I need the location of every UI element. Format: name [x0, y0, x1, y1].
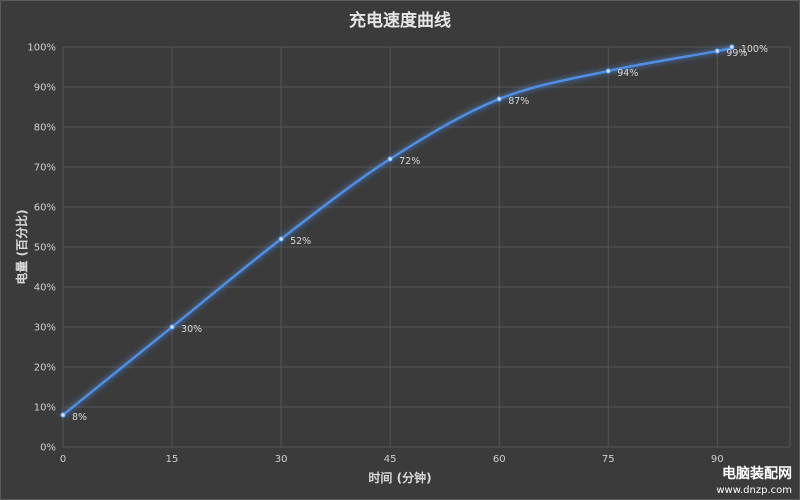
y-tick-label: 0%	[40, 443, 56, 454]
grid	[62, 46, 791, 448]
x-axis-title: 时间 (分钟)	[368, 470, 431, 485]
y-axis-ticks: 0% 10% 20% 30% 40% 50% 60% 70% 80% 90% 100%	[27, 43, 56, 454]
data-labels: 8% 30% 52% 72% 87% 94% 99%100%	[72, 44, 768, 423]
watermark-url: www.dnzp.com	[716, 485, 792, 496]
y-tick-label: 50%	[34, 243, 56, 254]
data-label: 30%	[181, 324, 202, 335]
series-line	[61, 45, 734, 417]
data-point	[605, 68, 611, 74]
data-point	[714, 48, 720, 54]
series	[60, 44, 735, 418]
data-label: 99%	[726, 48, 747, 59]
data-label: 52%	[290, 236, 311, 247]
x-tick-label: 0	[60, 454, 66, 465]
x-tick-label: 60	[493, 454, 506, 465]
y-tick-label: 90%	[34, 83, 56, 94]
y-tick-label: 10%	[34, 403, 56, 414]
x-tick-label: 15	[166, 454, 179, 465]
x-tick-label: 30	[275, 454, 288, 465]
data-point	[60, 412, 66, 418]
data-label: 94%	[617, 68, 638, 79]
y-tick-label: 40%	[34, 283, 56, 294]
watermark-text: 电脑装配网	[722, 465, 792, 482]
data-label: 72%	[399, 156, 420, 167]
y-axis-title: 电量 (百分比)	[14, 209, 29, 284]
data-label: 87%	[508, 96, 529, 107]
y-tick-label: 20%	[34, 363, 56, 374]
y-tick-label: 70%	[34, 163, 56, 174]
data-point	[169, 324, 175, 330]
data-point	[278, 236, 284, 242]
data-label: 100%	[741, 44, 768, 55]
data-point	[496, 96, 502, 102]
data-point	[387, 156, 393, 162]
x-tick-label: 45	[384, 454, 397, 465]
x-tick-label: 90	[711, 454, 724, 465]
chart-title: 充电速度曲线	[349, 10, 451, 31]
data-label: 8%	[72, 412, 87, 423]
y-tick-label: 60%	[34, 203, 56, 214]
y-tick-label: 80%	[34, 123, 56, 134]
y-tick-label: 100%	[27, 43, 56, 54]
x-tick-label: 75	[602, 454, 615, 465]
y-tick-label: 30%	[34, 323, 56, 334]
data-point	[729, 44, 735, 50]
x-axis-ticks: 0 15 30 45 60 75 90	[60, 454, 724, 465]
